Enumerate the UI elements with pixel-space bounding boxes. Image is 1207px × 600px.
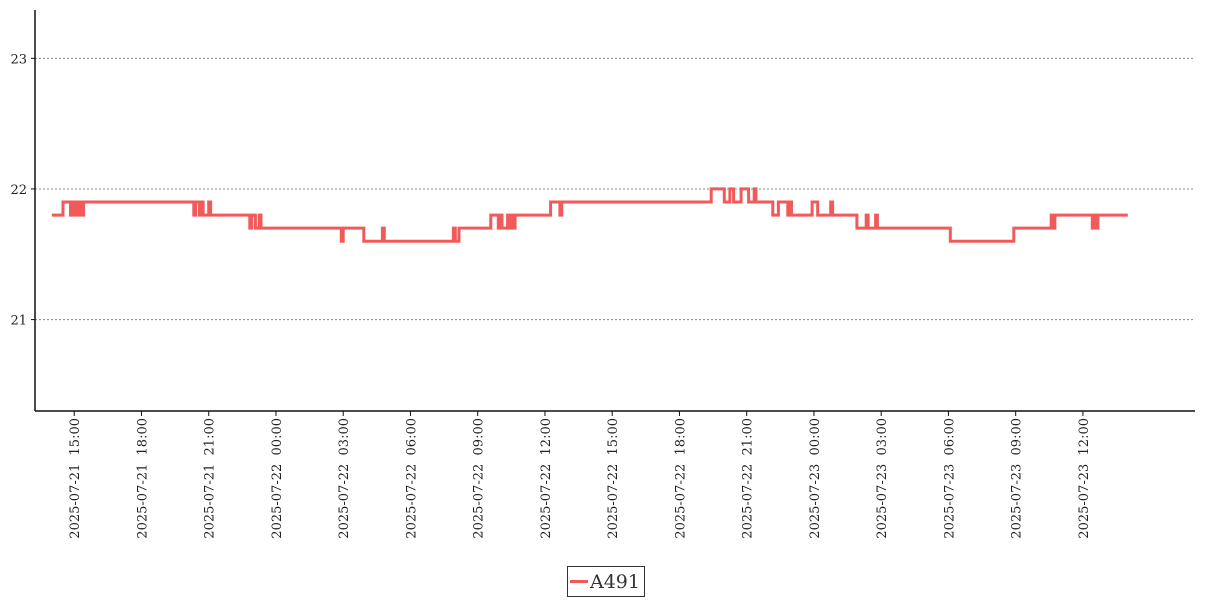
axes [34, 10, 1195, 412]
series-layer [51, 187, 1128, 243]
y-tick-label: 22 [10, 183, 27, 198]
x-tick-label: 2025-07-23 00:00 [808, 418, 823, 539]
y-axis-ticks: 21 22 23 [10, 52, 35, 329]
x-tick-label: 2025-07-23 12:00 [1077, 418, 1092, 539]
y-tick-label: 21 [10, 314, 27, 329]
x-tick-label: 2025-07-22 09:00 [472, 418, 487, 539]
x-tick-label: 2025-07-22 00:00 [270, 418, 285, 539]
x-tick-label: 2025-07-21 18:00 [135, 418, 150, 539]
x-tick-label: 2025-07-22 06:00 [404, 418, 419, 539]
x-tick-label: 2025-07-22 21:00 [741, 418, 756, 539]
x-tick-label: 2025-07-21 15:00 [68, 418, 83, 539]
x-tick-label: 2025-07-23 06:00 [942, 418, 957, 539]
x-axis-ticks: 2025-07-21 15:00 2025-07-21 18:00 2025-07-… [68, 411, 1092, 539]
x-tick-label: 2025-07-23 09:00 [1010, 418, 1025, 539]
legend-label-a491: A491 [590, 570, 640, 593]
legend-swatch-a491 [570, 580, 588, 583]
x-tick-label: 2025-07-21 21:00 [203, 418, 218, 539]
x-tick-label: 2025-07-22 03:00 [337, 418, 352, 539]
gridlines [35, 57, 1195, 321]
x-tick-label: 2025-07-23 03:00 [875, 418, 890, 539]
legend: A491 [567, 566, 645, 597]
x-tick-label: 2025-07-22 15:00 [606, 418, 621, 539]
x-tick-label: 2025-07-22 12:00 [539, 418, 554, 539]
series-line-a491 [51, 187, 1128, 243]
x-tick-label: 2025-07-22 18:00 [673, 418, 688, 539]
y-tick-label: 23 [10, 52, 27, 67]
